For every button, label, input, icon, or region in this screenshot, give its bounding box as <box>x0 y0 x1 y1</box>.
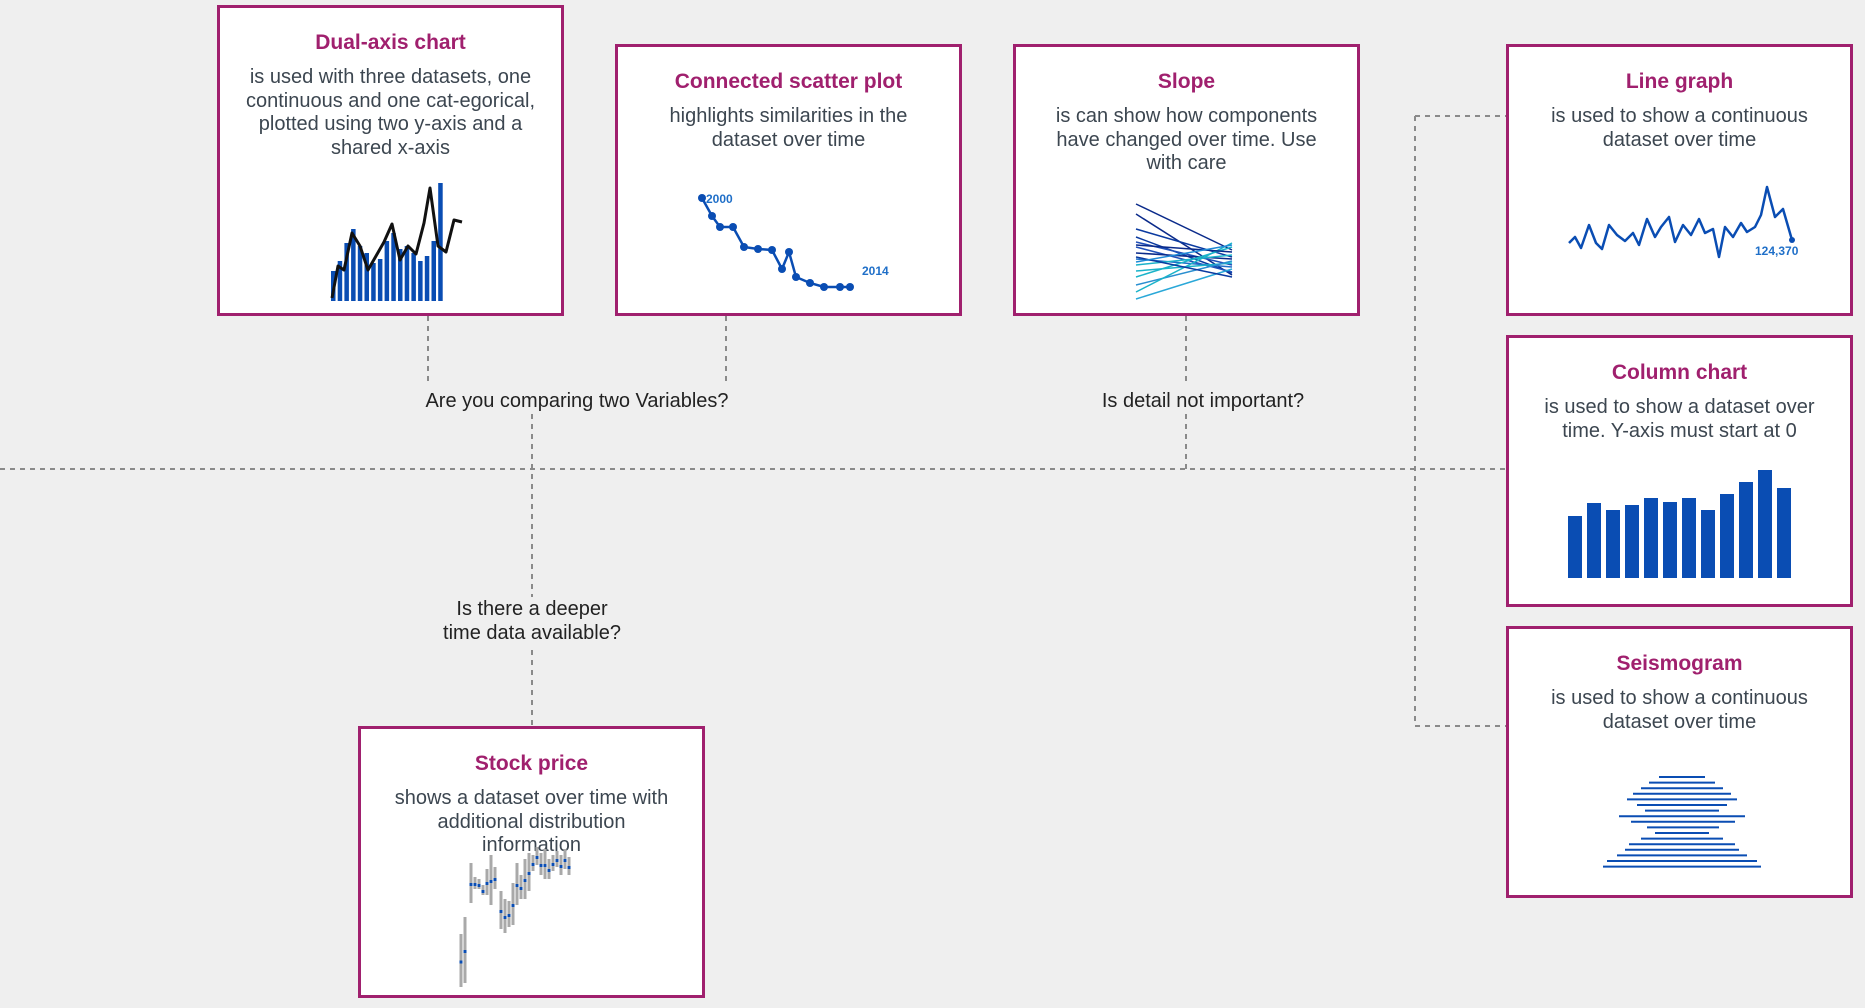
card-description: is used to show a dataset over time. Y-a… <box>1544 396 1815 442</box>
connected-scatter-icon: 2000 2014 <box>698 192 889 291</box>
card-title: Stock price <box>474 752 589 775</box>
card-description: highlights similarities in the dataset o… <box>669 105 908 151</box>
seismogram-icon <box>1603 776 1761 868</box>
dual-axis-bar-line-icon <box>330 183 463 301</box>
card-title: Column chart <box>1611 361 1748 384</box>
card-description: is used to show a continuous dataset ove… <box>1551 687 1825 733</box>
end-year-label: 2014 <box>862 264 889 278</box>
card-title: Connected scatter plot <box>674 70 903 93</box>
card-description: is used to show a continuous dataset ove… <box>1551 105 1825 151</box>
question-compare-two-variables: Are you comparing two Variables? <box>402 389 752 413</box>
start-year-label: 2000 <box>706 192 733 206</box>
card-description: shows a dataset over time with additiona… <box>394 787 669 856</box>
line-graph-card: Line graph is used to show a continuous … <box>1506 44 1853 316</box>
seismogram-card: Seismogram is used to show a continuous … <box>1506 626 1853 898</box>
dual-axis-chart-card: Dual-axis chart is used with three datas… <box>217 5 564 316</box>
card-description: is can show how components have changed … <box>1055 105 1318 174</box>
slope-lines-icon <box>1135 203 1233 300</box>
column-chart-card: Column chart is used to show a dataset o… <box>1506 335 1853 607</box>
question-detail-not-important: Is detail not important? <box>1076 389 1330 413</box>
card-title: Seismogram <box>1616 652 1743 675</box>
connected-scatter-plot-card: Connected scatter plot highlights simila… <box>615 44 962 316</box>
card-title: Dual-axis chart <box>315 31 466 54</box>
question-deeper-time-data: Is there a deeper time data available? <box>412 597 652 645</box>
column-chart-icon <box>1568 470 1791 578</box>
stock-candlestick-icon <box>459 847 571 987</box>
card-title: Line graph <box>1625 70 1734 93</box>
slope-card: Slope is can show how components have ch… <box>1013 44 1360 316</box>
line-graph-icon: 124,370 <box>1568 185 1799 259</box>
card-description: is used with three datasets, one continu… <box>245 66 536 159</box>
card-title: Slope <box>1157 70 1216 93</box>
stock-price-card: Stock price shows a dataset over time wi… <box>358 726 705 998</box>
end-value-label: 124,370 <box>1755 244 1799 258</box>
